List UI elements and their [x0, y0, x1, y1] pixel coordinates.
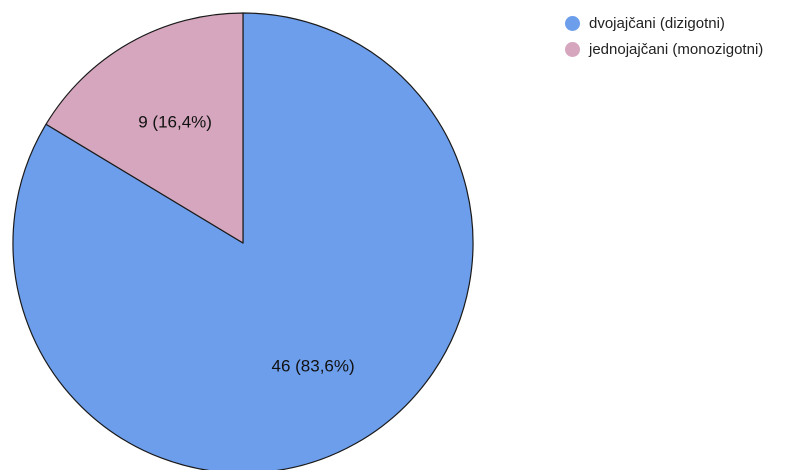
- legend-item-monozigotni[interactable]: jednojajčani (monozigotni): [565, 38, 763, 60]
- pie-slice-labels: 46 (83,6%) 9 (16,4%): [138, 112, 354, 375]
- legend: dvojajčani (dizigotni) jednojajčani (mon…: [565, 12, 763, 64]
- slice-label-dizigotni: 46 (83,6%): [272, 357, 355, 376]
- legend-label-monozigotni: jednojajčani (monozigotni): [589, 40, 764, 58]
- pie-slice-monozigotni[interactable]: [45, 12, 244, 244]
- pie-slice-dizigotni[interactable]: [12, 12, 474, 470]
- legend-swatch-monozigotni: [565, 41, 580, 57]
- legend-label-dizigotni: dvojajčani (dizigotni): [589, 14, 725, 32]
- pie-slices: [12, 12, 474, 470]
- legend-swatch-dizigotni: [565, 15, 580, 31]
- slice-label-monozigotni: 9 (16,4%): [138, 112, 212, 131]
- legend-item-dizigotni[interactable]: dvojajčani (dizigotni): [565, 12, 763, 34]
